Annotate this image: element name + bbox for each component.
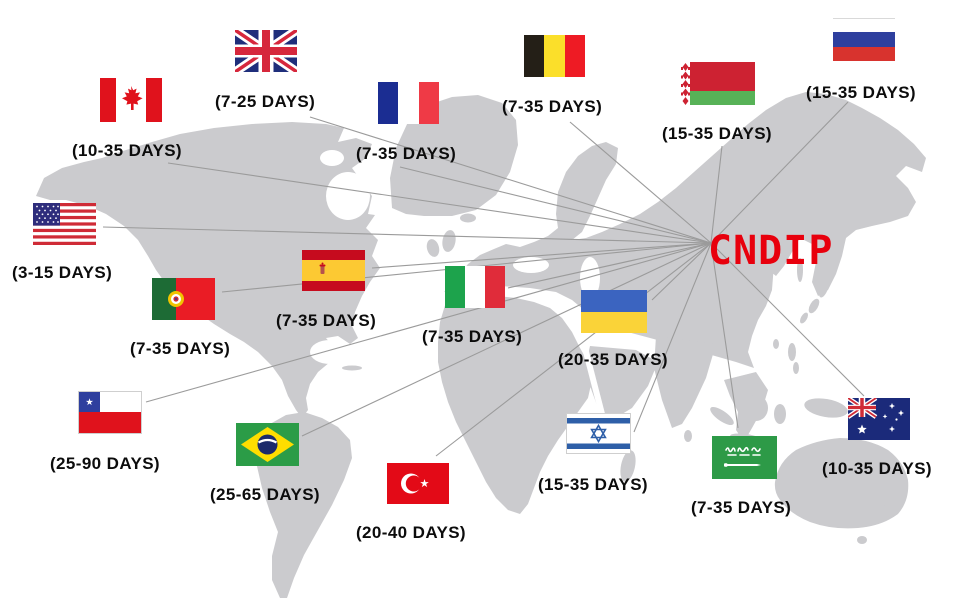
shipping-time-united-kingdom: (7-25 DAYS) bbox=[215, 92, 316, 111]
flag-belgium bbox=[524, 35, 585, 77]
flag-spain bbox=[302, 250, 365, 291]
shipping-time-ukraine: (20-35 DAYS) bbox=[558, 350, 668, 369]
flag-turkey bbox=[387, 463, 449, 504]
flag-usa bbox=[33, 203, 96, 245]
flag-russia bbox=[833, 18, 895, 61]
shipping-time-france: (7-35 DAYS) bbox=[356, 144, 457, 163]
shipping-time-italy: (7-35 DAYS) bbox=[422, 327, 523, 346]
flag-france bbox=[378, 82, 439, 124]
shipping-time-spain: (7-35 DAYS) bbox=[276, 311, 377, 330]
flag-israel bbox=[566, 413, 631, 454]
shipping-time-turkey: (20-40 DAYS) bbox=[356, 523, 466, 542]
shipping-time-usa: (3-15 DAYS) bbox=[12, 263, 113, 282]
flag-saudi-arabia bbox=[712, 436, 777, 479]
flag-italy bbox=[445, 266, 505, 308]
shipping-time-israel: (15-35 DAYS) bbox=[538, 475, 648, 494]
flag-belarus bbox=[681, 62, 755, 105]
shipping-time-chile: (25-90 DAYS) bbox=[50, 454, 160, 473]
flag-united-kingdom bbox=[235, 30, 297, 72]
shipping-time-canada: (10-35 DAYS) bbox=[72, 141, 182, 160]
shipping-time-saudi-arabia: (7-35 DAYS) bbox=[691, 498, 792, 517]
shipping-time-belgium: (7-35 DAYS) bbox=[502, 97, 603, 116]
shipping-time-belarus: (15-35 DAYS) bbox=[662, 124, 772, 143]
shipping-time-australia: (10-35 DAYS) bbox=[822, 459, 932, 478]
shipping-time-portugal: (7-35 DAYS) bbox=[130, 339, 231, 358]
shipping-time-russia: (15-35 DAYS) bbox=[806, 83, 916, 102]
flag-portugal bbox=[152, 278, 215, 320]
flag-brazil bbox=[236, 423, 299, 466]
flag-chile bbox=[78, 391, 142, 434]
flag-canada bbox=[100, 78, 162, 122]
flag-australia bbox=[848, 398, 910, 440]
brand-label: CNDIP bbox=[708, 228, 834, 274]
flag-ukraine bbox=[581, 290, 647, 333]
shipping-time-brazil: (25-65 DAYS) bbox=[210, 485, 320, 504]
